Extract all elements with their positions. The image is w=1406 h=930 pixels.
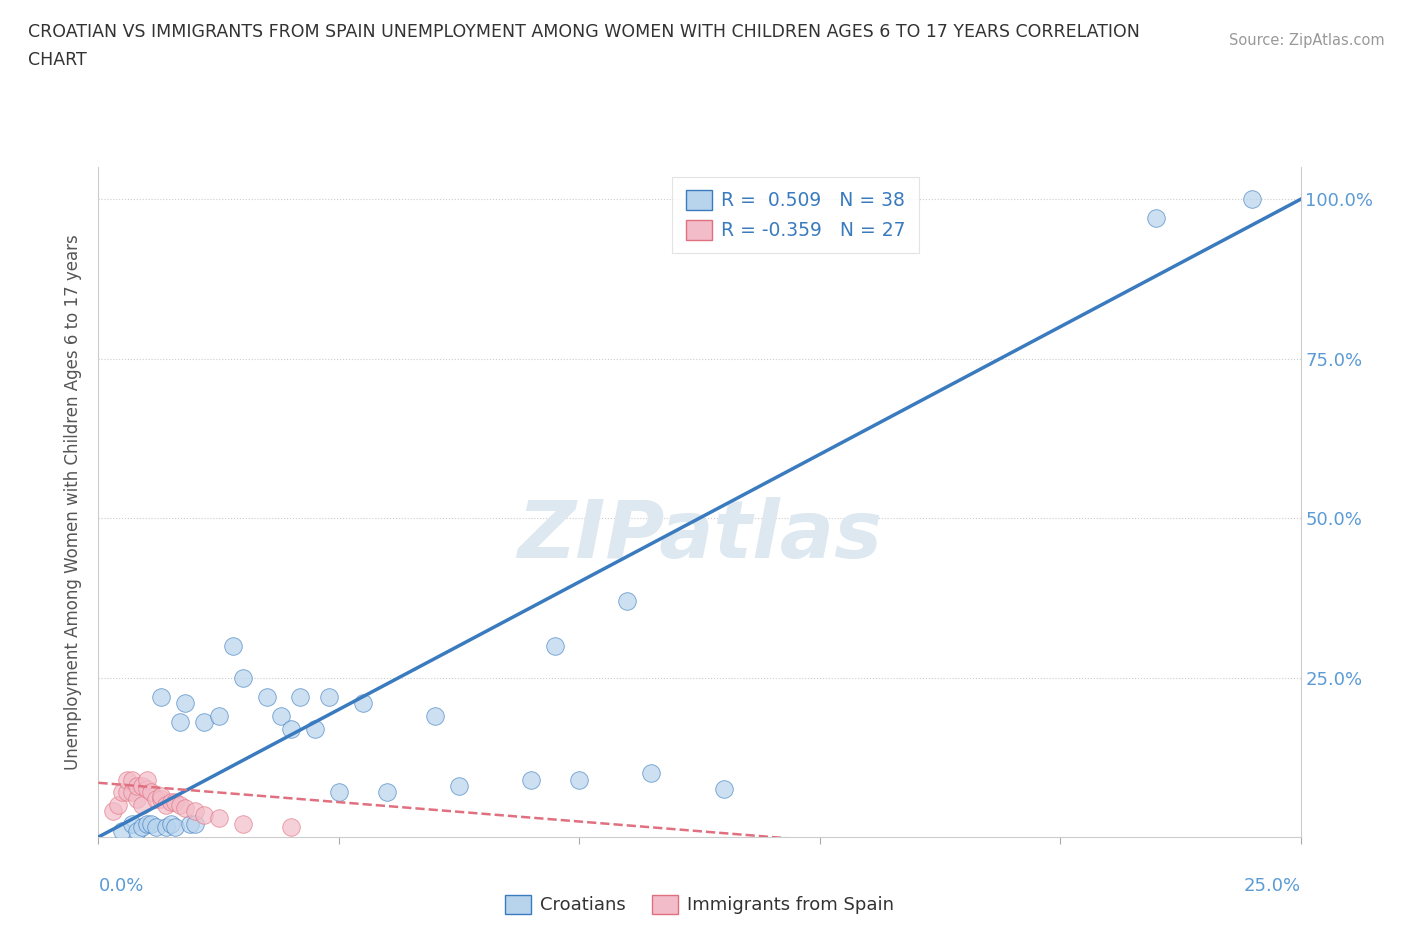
Point: [179, 817, 201, 831]
Point: [169, 798, 191, 813]
Text: ZIPatlas: ZIPatlas: [517, 497, 882, 575]
Point: [107, 798, 129, 813]
Point: [208, 709, 231, 724]
Point: [544, 638, 567, 653]
Point: [135, 817, 157, 831]
Point: [165, 794, 187, 809]
Point: [125, 823, 148, 838]
Point: [520, 772, 543, 787]
Point: [131, 820, 153, 835]
Point: [193, 715, 215, 730]
Point: [149, 791, 172, 806]
Point: [169, 715, 191, 730]
Point: [568, 772, 591, 787]
Point: [145, 820, 167, 835]
Point: [183, 804, 205, 819]
Legend: Croatians, Immigrants from Spain: Croatians, Immigrants from Spain: [498, 887, 901, 922]
Point: [125, 791, 148, 806]
Point: [111, 823, 134, 838]
Point: [135, 772, 157, 787]
Point: [1144, 211, 1167, 226]
Point: [193, 807, 215, 822]
Point: [159, 817, 181, 831]
Point: [121, 817, 143, 831]
Point: [155, 820, 177, 835]
Text: 0.0%: 0.0%: [98, 877, 143, 896]
Point: [208, 810, 231, 825]
Point: [232, 671, 254, 685]
Point: [141, 785, 163, 800]
Point: [222, 638, 245, 653]
Point: [145, 791, 167, 806]
Point: [713, 782, 735, 797]
Point: [149, 689, 172, 704]
Text: CHART: CHART: [28, 51, 87, 69]
Text: CROATIAN VS IMMIGRANTS FROM SPAIN UNEMPLOYMENT AMONG WOMEN WITH CHILDREN AGES 6 : CROATIAN VS IMMIGRANTS FROM SPAIN UNEMPL…: [28, 23, 1140, 41]
Point: [280, 820, 302, 835]
Point: [149, 788, 172, 803]
Point: [183, 817, 205, 831]
Point: [616, 593, 638, 608]
Point: [174, 696, 197, 711]
Point: [131, 778, 153, 793]
Text: Source: ZipAtlas.com: Source: ZipAtlas.com: [1229, 33, 1385, 47]
Point: [155, 798, 177, 813]
Point: [121, 785, 143, 800]
Point: [111, 785, 134, 800]
Point: [1241, 192, 1264, 206]
Point: [121, 772, 143, 787]
Text: 25.0%: 25.0%: [1243, 877, 1301, 896]
Point: [117, 772, 139, 787]
Point: [165, 820, 187, 835]
Point: [447, 778, 470, 793]
Point: [135, 782, 157, 797]
Point: [290, 689, 312, 704]
Point: [318, 689, 340, 704]
Point: [131, 798, 153, 813]
Point: [141, 817, 163, 831]
Point: [304, 721, 326, 736]
Point: [423, 709, 446, 724]
Point: [117, 785, 139, 800]
Point: [270, 709, 292, 724]
Point: [125, 778, 148, 793]
Point: [174, 801, 197, 816]
Point: [375, 785, 398, 800]
Point: [101, 804, 124, 819]
Point: [159, 794, 181, 809]
Point: [640, 765, 662, 780]
Point: [352, 696, 374, 711]
Point: [328, 785, 350, 800]
Point: [280, 721, 302, 736]
Point: [232, 817, 254, 831]
Point: [256, 689, 278, 704]
Y-axis label: Unemployment Among Women with Children Ages 6 to 17 years: Unemployment Among Women with Children A…: [65, 234, 83, 770]
